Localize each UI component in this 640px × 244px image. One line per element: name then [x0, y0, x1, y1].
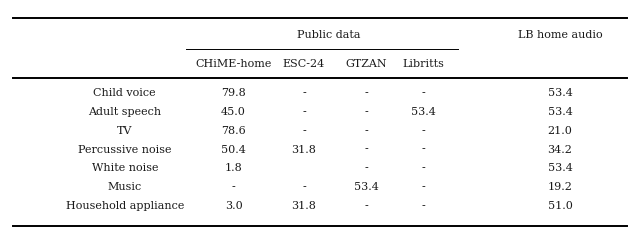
Text: Libritts: Libritts: [403, 59, 445, 69]
Text: -: -: [364, 201, 368, 211]
Text: White noise: White noise: [92, 163, 158, 173]
Text: -: -: [364, 88, 368, 98]
Text: 53.4: 53.4: [354, 182, 378, 192]
Text: -: -: [232, 182, 236, 192]
Text: Child voice: Child voice: [93, 88, 156, 98]
Text: -: -: [302, 88, 306, 98]
Text: 79.8: 79.8: [221, 88, 246, 98]
Text: -: -: [302, 107, 306, 117]
Text: -: -: [364, 145, 368, 154]
Text: GTZAN: GTZAN: [345, 59, 387, 69]
Text: 53.4: 53.4: [548, 107, 572, 117]
Text: 51.0: 51.0: [548, 201, 572, 211]
Text: 53.4: 53.4: [548, 163, 572, 173]
Text: 31.8: 31.8: [292, 145, 316, 154]
Text: 19.2: 19.2: [548, 182, 572, 192]
Text: -: -: [422, 126, 426, 136]
Text: 31.8: 31.8: [292, 201, 316, 211]
Text: 21.0: 21.0: [548, 126, 572, 136]
Text: 53.4: 53.4: [548, 88, 572, 98]
Text: Public data: Public data: [297, 30, 360, 40]
Text: -: -: [302, 182, 306, 192]
Text: -: -: [422, 145, 426, 154]
Text: Music: Music: [108, 182, 142, 192]
Text: ESC-24: ESC-24: [283, 59, 325, 69]
Text: -: -: [302, 126, 306, 136]
Text: -: -: [422, 201, 426, 211]
Text: 45.0: 45.0: [221, 107, 246, 117]
Text: 34.2: 34.2: [548, 145, 572, 154]
Text: CHiME-home: CHiME-home: [195, 59, 272, 69]
Text: 53.4: 53.4: [412, 107, 436, 117]
Text: -: -: [364, 126, 368, 136]
Text: TV: TV: [117, 126, 132, 136]
Text: Adult speech: Adult speech: [88, 107, 161, 117]
Text: -: -: [422, 88, 426, 98]
Text: -: -: [422, 182, 426, 192]
Text: -: -: [364, 163, 368, 173]
Text: 78.6: 78.6: [221, 126, 246, 136]
Text: 3.0: 3.0: [225, 201, 243, 211]
Text: Percussive noise: Percussive noise: [78, 145, 172, 154]
Text: -: -: [364, 107, 368, 117]
Text: -: -: [422, 163, 426, 173]
Text: LB home audio: LB home audio: [518, 30, 602, 40]
Text: Household appliance: Household appliance: [66, 201, 184, 211]
Text: 50.4: 50.4: [221, 145, 246, 154]
Text: 1.8: 1.8: [225, 163, 243, 173]
